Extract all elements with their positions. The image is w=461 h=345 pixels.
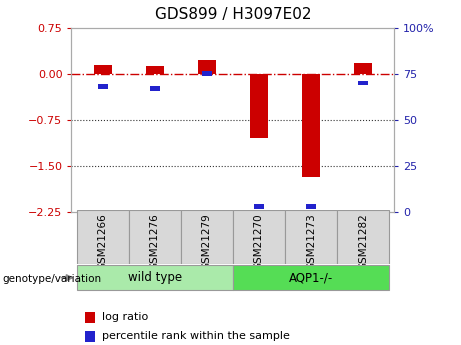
Bar xyxy=(94,65,112,74)
Text: percentile rank within the sample: percentile rank within the sample xyxy=(102,332,290,341)
Bar xyxy=(146,66,164,74)
Bar xyxy=(198,60,216,74)
Title: GDS899 / H3097E02: GDS899 / H3097E02 xyxy=(154,7,311,22)
Bar xyxy=(77,265,233,290)
Bar xyxy=(358,80,368,86)
Bar xyxy=(285,210,337,264)
Text: genotype/variation: genotype/variation xyxy=(2,274,101,284)
Text: GSM21276: GSM21276 xyxy=(150,213,160,270)
Bar xyxy=(181,210,233,264)
Text: GSM21273: GSM21273 xyxy=(306,213,316,270)
Bar xyxy=(254,204,264,209)
Bar xyxy=(233,265,389,290)
Bar xyxy=(77,210,129,264)
Bar xyxy=(129,210,181,264)
Bar xyxy=(354,63,372,74)
Bar xyxy=(250,74,268,138)
Bar xyxy=(306,204,316,209)
Text: wild type: wild type xyxy=(128,271,182,284)
Text: GSM21282: GSM21282 xyxy=(358,213,368,270)
Text: GSM21270: GSM21270 xyxy=(254,213,264,270)
Bar xyxy=(337,210,389,264)
Text: AQP1-/-: AQP1-/- xyxy=(289,271,333,284)
Bar xyxy=(98,84,108,89)
Bar xyxy=(302,74,320,177)
Text: log ratio: log ratio xyxy=(102,313,148,322)
Bar xyxy=(202,71,212,76)
Text: GSM21279: GSM21279 xyxy=(202,213,212,270)
Bar xyxy=(233,210,285,264)
Bar xyxy=(150,86,160,91)
Text: GSM21266: GSM21266 xyxy=(98,213,108,270)
